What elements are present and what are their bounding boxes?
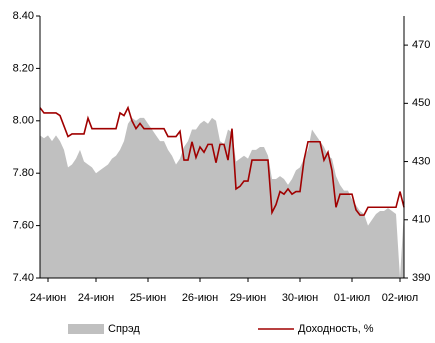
x-tick-label: 26-июн [182, 292, 218, 304]
x-tick-label: 02-июл [382, 292, 418, 304]
y-tick-label: 8.00 [13, 115, 34, 127]
y-tick-label: 8.20 [13, 62, 34, 74]
legend-label: Доходность, % [298, 323, 374, 335]
y-tick-label: 7.80 [13, 167, 34, 179]
legend-swatch [68, 324, 104, 334]
x-tick-label: 25-июн [130, 292, 166, 304]
y2-tick-label: 390 [412, 272, 430, 284]
y2-tick-label: 410 [412, 214, 430, 226]
yield-line [39, 105, 405, 216]
y2-tick-label: 470 [412, 39, 430, 51]
x-tick-label: 24-июн [78, 292, 114, 304]
legend-label: Спрэд [108, 323, 140, 335]
x-tick-label: 24-июн [30, 292, 66, 304]
x-tick-label: 29-июн [230, 292, 266, 304]
x-tick-label: 30-июн [282, 292, 318, 304]
y2-tick-label: 430 [412, 155, 430, 167]
spread-area [40, 117, 404, 278]
y-tick-label: 7.40 [13, 272, 34, 284]
x-tick-label: 01-июл [334, 292, 370, 304]
y-tick-label: 8.40 [13, 10, 34, 22]
y-tick-label: 7.60 [13, 220, 34, 232]
y2-tick-label: 450 [412, 97, 430, 109]
